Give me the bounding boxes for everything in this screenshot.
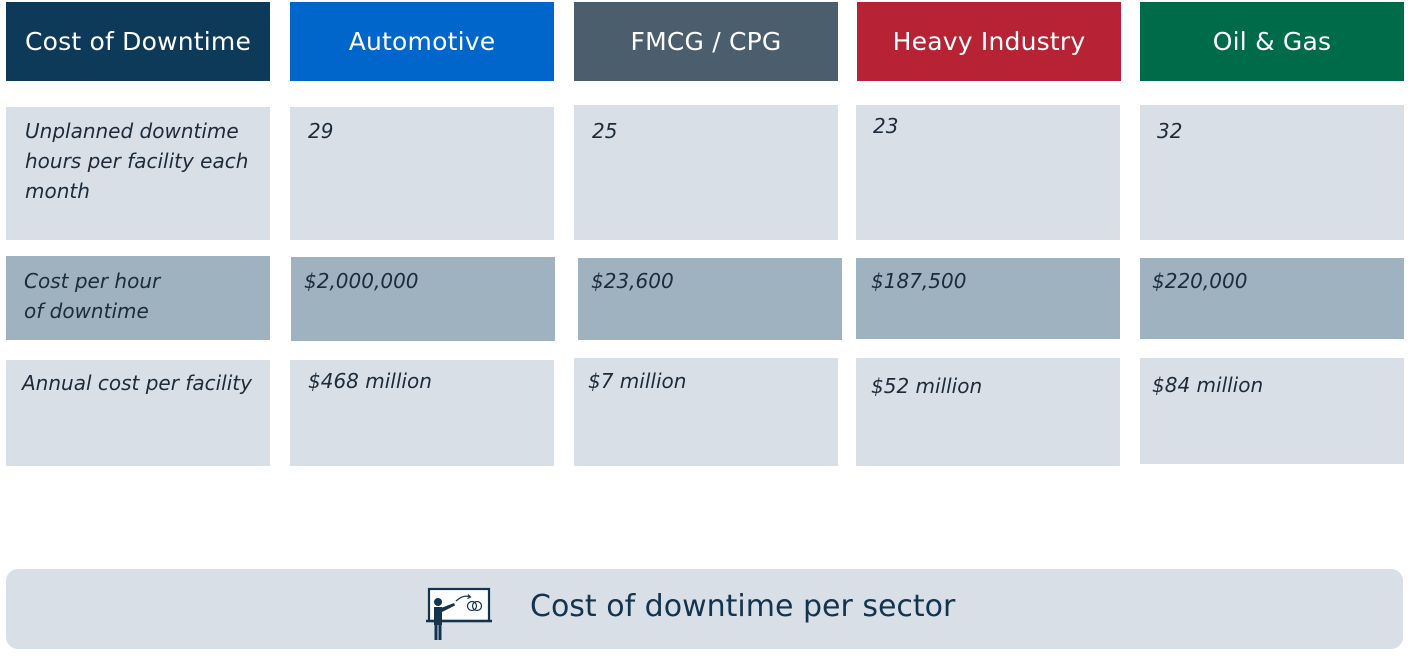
row-downtime-hours-heavy-industry: 23	[856, 105, 1120, 240]
row-cost-per-hour-oil-gas: $220,000	[1140, 258, 1404, 339]
row-annual-cost-automotive: $468 million	[290, 360, 554, 466]
header-oil-gas: Oil & Gas	[1140, 2, 1404, 81]
row-downtime-hours-oil-gas: 32	[1140, 105, 1404, 240]
value-cost-per-hour-heavy-industry: $187,500	[871, 269, 967, 293]
header-row-label: Cost of Downtime	[6, 2, 270, 81]
row-annual-cost-heavy-industry: $52 million	[856, 358, 1120, 466]
value-annual-cost-heavy-industry: $52 million	[871, 374, 983, 398]
value-downtime-hours-heavy-industry: 23	[873, 114, 899, 138]
header-automotive-text: Automotive	[348, 27, 496, 56]
footer-banner: Cost of downtime per sector	[6, 569, 1403, 649]
presenter-whiteboard-icon	[420, 585, 494, 645]
value-annual-cost-oil-gas: $84 million	[1152, 373, 1264, 397]
row-annual-cost-fmcg: $7 million	[574, 358, 838, 466]
row-downtime-hours-automotive: 29	[290, 107, 554, 240]
row-annual-cost-oil-gas: $84 million	[1140, 358, 1404, 464]
header-row-label-text: Cost of Downtime	[24, 27, 252, 56]
value-downtime-hours-automotive: 29	[308, 119, 334, 143]
value-cost-per-hour-automotive: $2,000,000	[304, 269, 419, 293]
row-cost-per-hour-label: Cost per hour of downtime	[24, 269, 161, 323]
value-annual-cost-automotive: $468 million	[308, 369, 432, 393]
row-annual-cost-label-cell: Annual cost per facility	[6, 360, 270, 466]
value-cost-per-hour-oil-gas: $220,000	[1152, 269, 1248, 293]
row-annual-cost-label: Annual cost per facility	[22, 371, 252, 395]
header-automotive: Automotive	[290, 2, 554, 81]
header-heavy-industry: Heavy Industry	[857, 2, 1121, 81]
value-annual-cost-fmcg: $7 million	[588, 369, 687, 393]
value-cost-per-hour-fmcg: $23,600	[591, 269, 674, 293]
header-fmcg-cpg: FMCG / CPG	[574, 2, 838, 81]
row-downtime-hours-label: Unplanned downtime hours per facility ea…	[25, 119, 249, 203]
header-heavy-industry-text: Heavy Industry	[892, 27, 1086, 56]
row-cost-per-hour-label-cell: Cost per hour of downtime	[6, 256, 270, 340]
row-cost-per-hour-automotive: $2,000,000	[291, 257, 555, 341]
header-fmcg-cpg-text: FMCG / CPG	[630, 27, 782, 56]
row-cost-per-hour-fmcg: $23,600	[578, 258, 842, 340]
value-downtime-hours-fmcg: 25	[592, 119, 618, 143]
row-downtime-hours-fmcg: 25	[574, 105, 838, 240]
value-downtime-hours-oil-gas: 32	[1157, 119, 1183, 143]
footer-title: Cost of downtime per sector	[530, 589, 956, 624]
header-oil-gas-text: Oil & Gas	[1212, 27, 1332, 56]
row-downtime-hours-label-cell: Unplanned downtime hours per facility ea…	[6, 107, 270, 240]
row-cost-per-hour-heavy-industry: $187,500	[856, 258, 1120, 339]
